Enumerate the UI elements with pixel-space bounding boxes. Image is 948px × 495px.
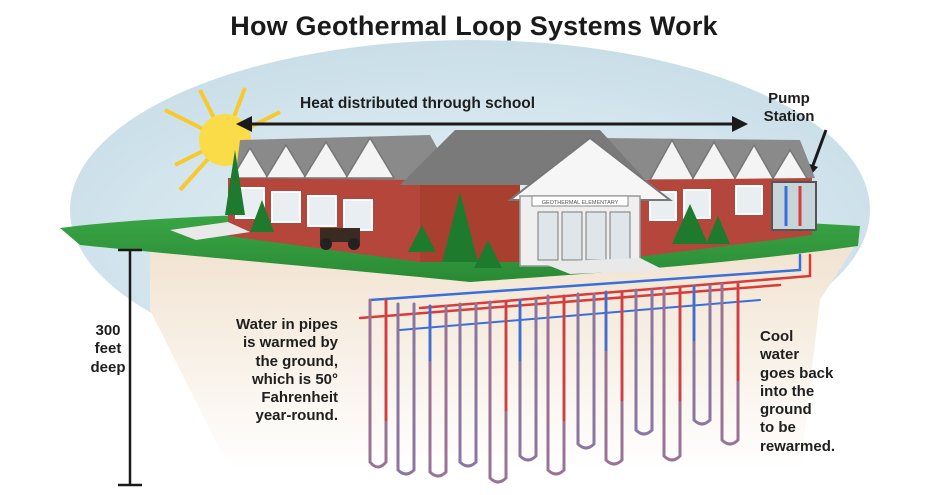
warm-water-label: Water in pipes is warmed by the ground, … (236, 316, 338, 425)
cool-water-label: Cool water goes back into the ground to … (760, 328, 836, 455)
sun-icon (164, 87, 281, 192)
pump-station-box (771, 181, 817, 231)
school-sign: GEOTHERMAL ELEMENTARY (542, 200, 619, 206)
tractor (320, 228, 360, 250)
depth-label: 300 feet deep (90, 322, 126, 376)
school-building: GEOTHERMAL ELEMENTARY (170, 130, 817, 274)
depth-scale (118, 248, 142, 487)
heat-distributed-label: Heat distributed through school (300, 95, 536, 112)
page-title: How Geothermal Loop Systems Work (230, 11, 718, 41)
pump-station-label: Pump Station (763, 90, 815, 126)
heat-arrow (236, 116, 748, 132)
ground-loop-pipes (358, 253, 812, 484)
trees (225, 150, 730, 268)
